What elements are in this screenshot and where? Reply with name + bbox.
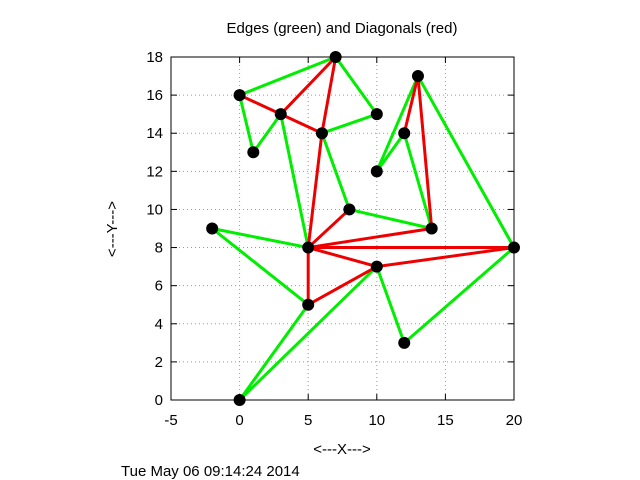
diagonal-line: [306, 265, 379, 307]
x-tick-label: 20: [506, 412, 523, 429]
vertex-point: [315, 127, 328, 140]
diagonals: [238, 55, 516, 307]
diagonal-line: [375, 246, 516, 269]
vertex-point: [233, 89, 246, 102]
vertex-point: [206, 222, 219, 235]
edge-line: [320, 131, 351, 211]
vertex-point: [370, 108, 383, 121]
y-tick-label: 6: [155, 278, 163, 295]
diagonal-line: [306, 227, 434, 250]
y-tick-label: 0: [155, 392, 163, 409]
diagonal-line: [279, 112, 324, 135]
y-axis-label: <---Y--->: [104, 201, 121, 257]
edge-line: [402, 131, 434, 230]
edge-line: [210, 227, 310, 250]
y-tick-label: 12: [146, 163, 163, 180]
edge-line: [238, 303, 310, 402]
edge-line: [210, 227, 310, 307]
diagonal-line: [279, 55, 338, 116]
plot-border: [170, 56, 515, 401]
diagonal-line: [238, 93, 283, 116]
vertex-point: [302, 298, 315, 311]
diagonal-line: [306, 246, 379, 269]
y-tick-label: 2: [155, 354, 163, 371]
diagonal-line: [306, 131, 324, 250]
edge-line: [375, 265, 406, 345]
grid: [171, 57, 514, 400]
x-tick-label: 0: [235, 412, 243, 429]
chart-title: Edges (green) and Diagonals (red): [227, 20, 458, 37]
vertex-point: [398, 127, 411, 140]
edge-line: [238, 93, 255, 154]
y-tick-label: 8: [155, 240, 163, 257]
y-tick-label: 18: [146, 49, 163, 66]
vertex-point: [370, 165, 383, 178]
edge-line: [279, 112, 310, 250]
x-axis-label: <---X--->: [313, 441, 371, 458]
y-tick-label: 10: [146, 201, 163, 218]
y-tick-label: 16: [146, 87, 163, 104]
edge-line: [238, 265, 379, 402]
timestamp: Tue May 06 09:14:24 2014: [121, 463, 300, 480]
vertex-point: [398, 336, 411, 349]
x-tick-label: -5: [164, 412, 177, 429]
edges: [210, 55, 516, 402]
vertex-point: [411, 70, 424, 83]
x-tick-label: 5: [304, 412, 312, 429]
y-tick-label: 14: [146, 125, 163, 142]
vertex-point: [247, 146, 260, 159]
vertex-point: [274, 108, 287, 121]
vertex-point: [343, 203, 356, 216]
vertex-point: [302, 241, 315, 254]
edge-line: [334, 55, 379, 116]
edge-line: [402, 246, 516, 345]
edge-line: [320, 112, 379, 135]
y-tick-label: 4: [155, 316, 163, 333]
edge-line: [251, 112, 283, 154]
diagonal-line: [416, 74, 434, 230]
x-tick-label: 10: [368, 412, 385, 429]
vertices: [206, 51, 520, 406]
edge-line: [238, 55, 338, 97]
edge-line: [416, 74, 516, 250]
vertex-point: [370, 260, 383, 273]
edge-line: [375, 74, 420, 173]
vertex-point: [425, 222, 438, 235]
edge-line: [375, 131, 406, 173]
diagonal-line: [320, 55, 338, 135]
x-tick-label: 15: [437, 412, 454, 429]
edge-line: [347, 207, 434, 230]
diagonal-line: [402, 74, 420, 135]
diagonal-line: [306, 207, 351, 250]
